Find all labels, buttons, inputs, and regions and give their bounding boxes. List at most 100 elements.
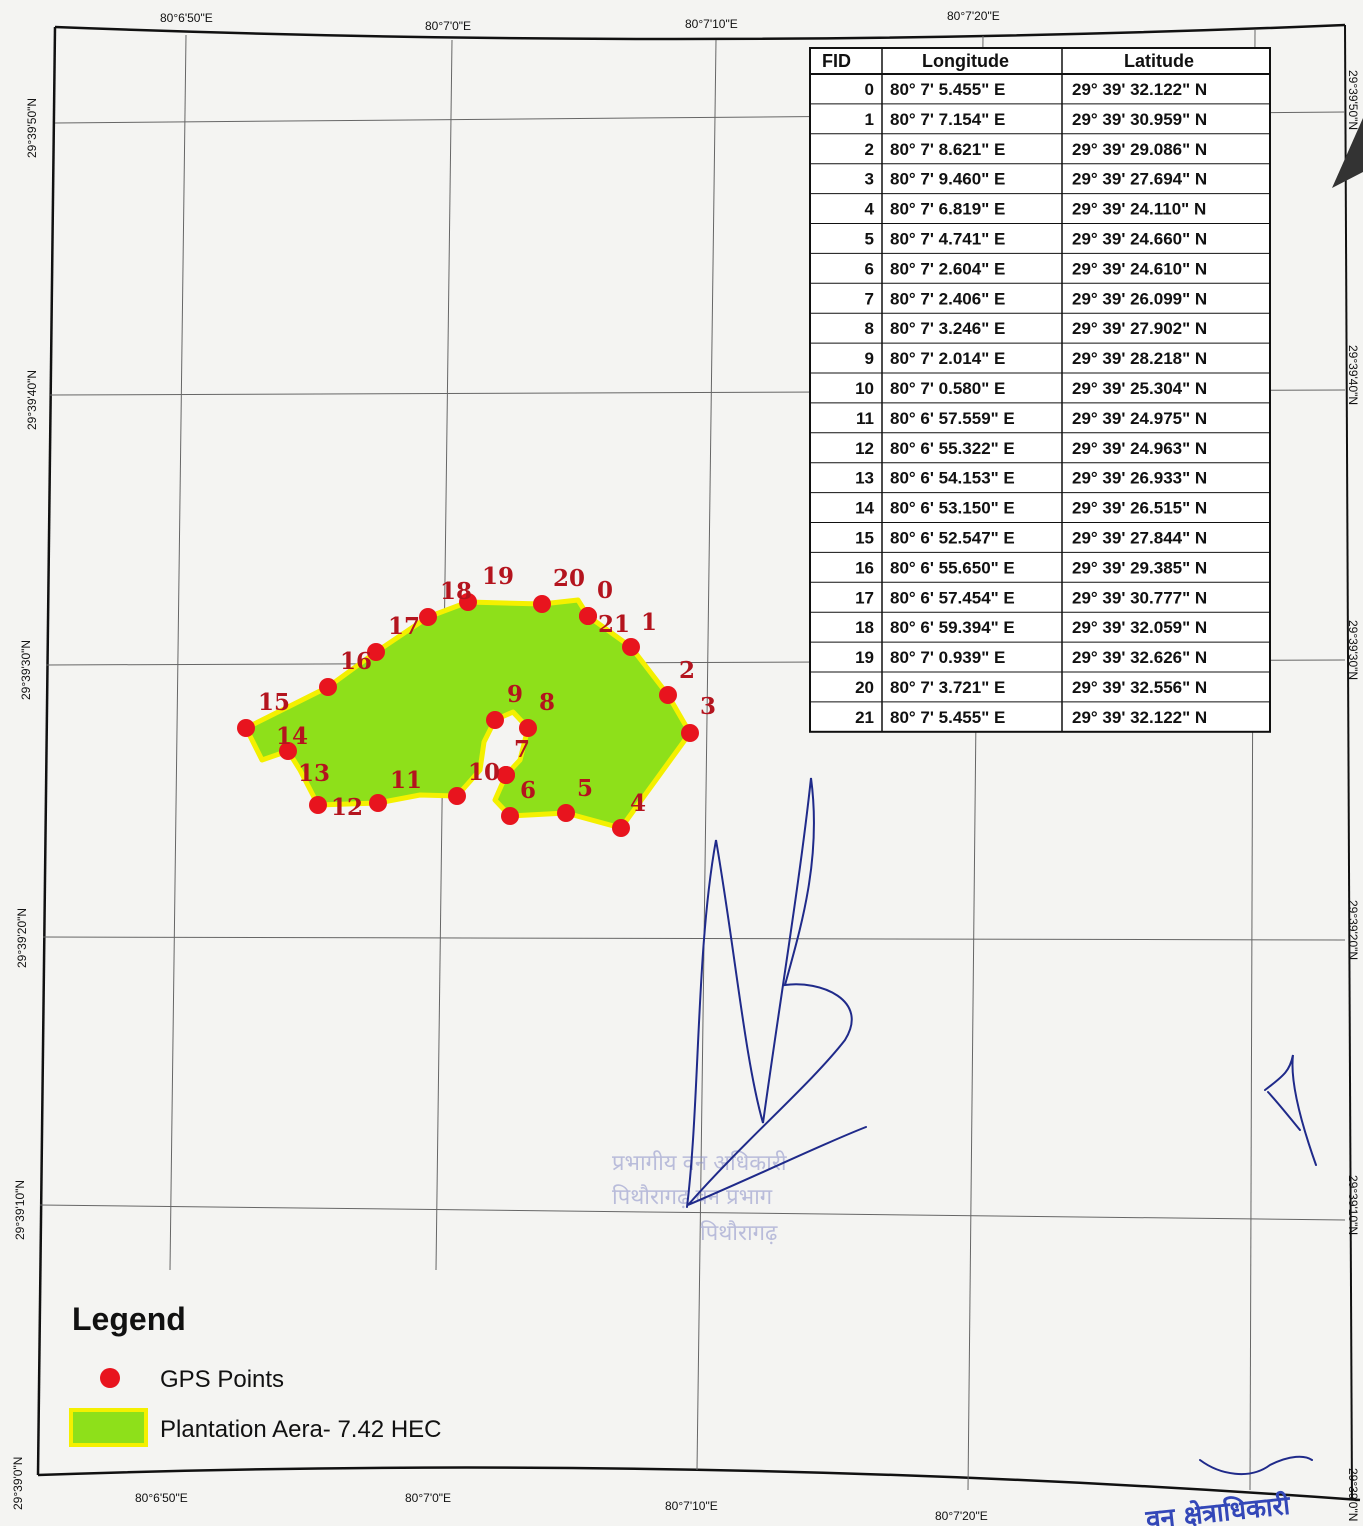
table-frame — [809, 47, 1271, 733]
table-cell-longitude: 80° 7' 2.604" E — [890, 259, 1005, 278]
plantation-area-polygon — [243, 597, 693, 831]
table-row: 7 80° 7' 2.406" E 29° 39' 26.099" N — [865, 289, 1208, 308]
table-cell-fid: 9 — [865, 349, 874, 368]
table-row: 12 80° 6' 55.322" E 29° 39' 24.963" N — [855, 439, 1207, 458]
gps-point-9 — [486, 711, 504, 729]
table-cell-latitude: 29° 39' 32.556" N — [1072, 678, 1207, 697]
gps-point-8 — [519, 719, 537, 737]
gps-point-5 — [557, 804, 575, 822]
table-row: 6 80° 7' 2.604" E 29° 39' 24.610" N — [865, 259, 1208, 278]
table-cell-latitude: 29° 39' 24.660" N — [1072, 230, 1207, 249]
table-cell-longitude: 80° 7' 2.406" E — [890, 289, 1005, 308]
table-row: 3 80° 7' 9.460" E 29° 39' 27.694" N — [865, 170, 1208, 189]
table-cell-fid: 6 — [865, 259, 874, 278]
table-cell-fid: 19 — [855, 648, 874, 667]
gps-point-label-7: 7 — [514, 736, 530, 763]
stamp-line: पिथौरागढ़ — [700, 1220, 778, 1245]
table-cell-latitude: 29° 39' 24.975" N — [1072, 409, 1207, 428]
table-cell-longitude: 80° 7' 3.721" E — [890, 678, 1005, 697]
table-cell-latitude: 29° 39' 26.515" N — [1072, 499, 1207, 518]
table-row: 10 80° 7' 0.580" E 29° 39' 25.304" N — [855, 379, 1207, 398]
table-cell-fid: 21 — [855, 708, 874, 727]
right-axis-label: 29°39'20"N — [1346, 900, 1360, 960]
gps-point-16 — [319, 678, 337, 696]
left-axis-label: 29°39'20"N — [15, 908, 29, 968]
right-axis-label: 29°39'40"N — [1346, 345, 1360, 405]
table-row: 17 80° 6' 57.454" E 29° 39' 30.777" N — [855, 588, 1207, 607]
table-cell-longitude: 80° 7' 5.455" E — [890, 708, 1005, 727]
table-cell-latitude: 29° 39' 29.385" N — [1072, 558, 1207, 577]
table-cell-longitude: 80° 7' 7.154" E — [890, 110, 1005, 129]
table-row: 11 80° 6' 57.559" E 29° 39' 24.975" N — [856, 409, 1207, 428]
gps-point-17 — [367, 643, 385, 661]
gps-point-12 — [369, 794, 387, 812]
top-axis-label: 80°7'10"E — [685, 17, 738, 31]
table-cell-latitude: 29° 39' 25.304" N — [1072, 379, 1207, 398]
table-cell-fid: 20 — [855, 678, 874, 697]
gps-point-label-10: 10 — [468, 759, 500, 786]
table-cell-longitude: 80° 7' 3.246" E — [890, 319, 1005, 338]
table-cell-latitude: 29° 39' 29.086" N — [1072, 140, 1207, 159]
left-axis-label: 29°39'10"N — [13, 1180, 27, 1240]
right-axis-label: 29°39'10"N — [1346, 1175, 1360, 1235]
right-axis-label: 29°39'50"N — [1346, 70, 1360, 130]
table-cell-longitude: 80° 7' 8.621" E — [890, 140, 1005, 159]
table-cell-fid: 1 — [865, 110, 874, 129]
table-cell-longitude: 80° 7' 2.014" E — [890, 349, 1005, 368]
table-cell-fid: 12 — [855, 439, 874, 458]
top-axis-labels: 80°6'50"E 80°7'0"E 80°7'10"E 80°7'20"E — [160, 9, 1000, 33]
table-row: 20 80° 7' 3.721" E 29° 39' 32.556" N — [855, 678, 1207, 697]
table-cell-longitude: 80° 6' 53.150" E — [890, 499, 1015, 518]
table-cell-latitude: 29° 39' 32.626" N — [1072, 648, 1207, 667]
signature-stamp: वन क्षेत्राधिकारी — [1144, 1490, 1293, 1526]
top-axis-label: 80°7'0"E — [425, 19, 471, 33]
gps-point-label-3: 3 — [700, 693, 716, 720]
gps-point-1 — [622, 638, 640, 656]
table-cell-fid: 14 — [855, 499, 874, 518]
table-cell-latitude: 29° 39' 27.902" N — [1072, 319, 1207, 338]
table-cell-longitude: 80° 7' 9.460" E — [890, 170, 1005, 189]
gps-point-3 — [681, 724, 699, 742]
table-cell-latitude: 29° 39' 32.122" N — [1072, 708, 1207, 727]
top-axis-label: 80°6'50"E — [160, 11, 213, 25]
table-cell-fid: 18 — [855, 618, 874, 637]
legend-plantation-symbol — [69, 1408, 148, 1447]
signature — [686, 777, 1317, 1476]
gps-point-label-4: 4 — [630, 790, 646, 817]
gps-point-label-21: 21 — [598, 611, 630, 638]
legend-item-plantation-area: Plantation Aera- 7.42 HEC — [160, 1416, 442, 1443]
gps-point-label-6: 6 — [520, 777, 536, 804]
table-row: 8 80° 7' 3.246" E 29° 39' 27.902" N — [865, 319, 1208, 338]
table-cell-fid: 8 — [865, 319, 874, 338]
gps-point-19 — [459, 593, 477, 611]
table-cell-longitude: 80° 6' 59.394" E — [890, 618, 1015, 637]
gps-point-label-12: 12 — [331, 794, 363, 821]
table-cell-latitude: 29° 39' 24.610" N — [1072, 259, 1207, 278]
north-arrow-icon — [1332, 118, 1363, 188]
bottom-axis-label: 80°7'0"E — [405, 1491, 451, 1505]
gps-point-label-14: 14 — [276, 723, 308, 750]
table-cell-longitude: 80° 7' 6.819" E — [890, 200, 1005, 219]
table-cell-longitude: 80° 7' 0.580" E — [890, 379, 1005, 398]
gps-point-2 — [659, 686, 677, 704]
table-header: Longitude — [922, 51, 1009, 71]
table-cell-latitude: 29° 39' 26.099" N — [1072, 289, 1207, 308]
table-row: 13 80° 6' 54.153" E 29° 39' 26.933" N — [855, 469, 1207, 488]
left-axis-label: 29°39'0"N — [11, 1457, 25, 1510]
table-cell-longitude: 80° 6' 52.547" E — [890, 529, 1015, 548]
table-cell-fid: 10 — [855, 379, 874, 398]
gps-point-20 — [533, 595, 551, 613]
gps-point-label-1: 1 — [641, 609, 657, 636]
table-cell-latitude: 29° 39' 26.933" N — [1072, 469, 1207, 488]
table-cell-fid: 11 — [856, 409, 874, 428]
table-row: 4 80° 7' 6.819" E 29° 39' 24.110" N — [865, 200, 1207, 219]
right-axis-label: 29°39'30"N — [1346, 620, 1360, 680]
table-cell-longitude: 80° 6' 55.322" E — [890, 439, 1015, 458]
legend-title: Legend — [72, 1301, 186, 1337]
left-axis-label: 29°39'30"N — [19, 640, 33, 700]
map-neatline-left — [36, 26, 57, 1476]
bottom-axis-label: 80°7'10"E — [665, 1499, 718, 1513]
gps-point-label-17: 17 — [388, 613, 420, 640]
table-row: 1 80° 7' 7.154" E 29° 39' 30.959" N — [865, 110, 1208, 129]
